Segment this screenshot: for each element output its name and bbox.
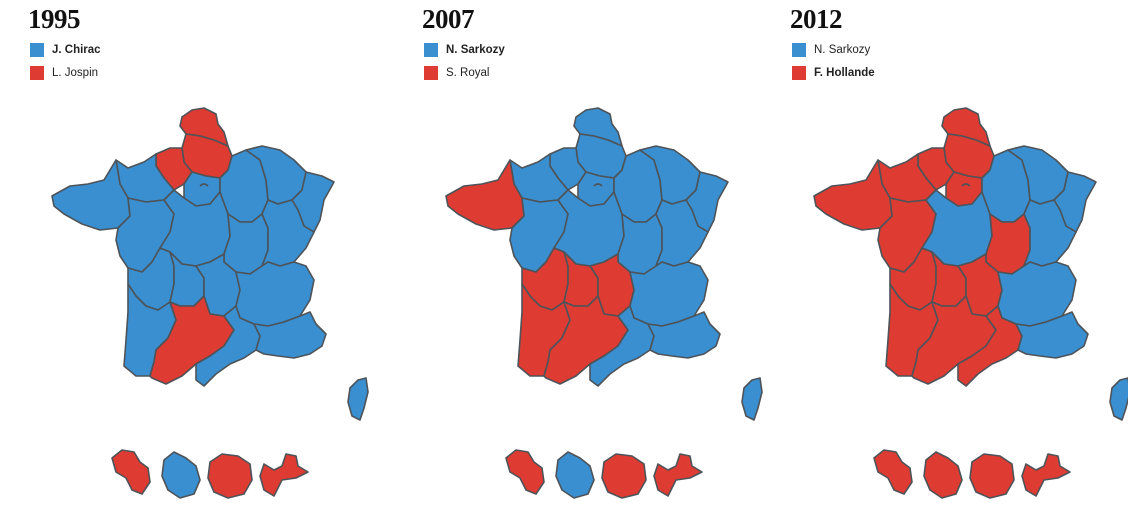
overseas-territory-4	[653, 453, 703, 497]
overseas-territory-3	[969, 453, 1015, 499]
legend-swatch	[30, 42, 44, 57]
legend-item: N. Sarkozy	[424, 38, 505, 61]
legend-item: S. Royal	[424, 61, 505, 84]
legend-swatch	[792, 65, 806, 80]
overseas-territory-3	[207, 453, 253, 499]
legend-label: N. Sarkozy	[814, 43, 871, 56]
overseas-territory-4	[1021, 453, 1071, 497]
region-bretagne	[813, 159, 893, 231]
year-title: 1995	[28, 4, 81, 34]
year-title: 2007	[422, 4, 475, 34]
overseas-territory-3	[601, 453, 647, 499]
legend: J. Chirac L. Jospin	[30, 38, 101, 84]
overseas-territory-1	[873, 449, 913, 495]
map-panel-2007: 2007 N. Sarkozy S. Royal	[418, 0, 798, 517]
region-languedoc	[957, 305, 1023, 387]
france-map	[813, 107, 1128, 499]
overseas-territory-1	[111, 449, 151, 495]
region-corse	[1109, 377, 1128, 421]
region-corse	[347, 377, 369, 421]
legend: N. Sarkozy S. Royal	[424, 38, 505, 84]
region-nord	[573, 107, 623, 147]
region-bourgogne	[223, 213, 269, 275]
map-panel-1995: 1995 J. Chirac L. Jospin	[24, 0, 404, 517]
region-paca	[1015, 311, 1089, 359]
region-bourgogne	[985, 213, 1031, 275]
legend-item: L. Jospin	[30, 61, 101, 84]
year-title: 2012	[790, 4, 843, 34]
legend: N. Sarkozy F. Hollande	[792, 38, 875, 84]
region-paca	[647, 311, 721, 359]
region-bretagne	[445, 159, 525, 231]
legend-item: J. Chirac	[30, 38, 101, 61]
map-panel-2012: 2012 N. Sarkozy F. Hollande	[786, 0, 1128, 517]
overseas-territory-2	[555, 451, 595, 499]
region-nord	[941, 107, 991, 147]
legend-label: N. Sarkozy	[446, 43, 505, 56]
legend-label: S. Royal	[446, 66, 490, 79]
france-map	[445, 107, 763, 499]
region-bourgogne	[617, 213, 663, 275]
legend-label: L. Jospin	[52, 66, 99, 79]
region-franche-comte	[1023, 199, 1077, 267]
legend-swatch	[792, 42, 806, 57]
region-corse	[741, 377, 763, 421]
region-franche-comte	[655, 199, 709, 267]
region-languedoc	[195, 305, 261, 387]
paris-marker	[961, 183, 971, 187]
paris-marker	[593, 183, 603, 187]
overseas-territory-1	[505, 449, 545, 495]
paris-marker	[199, 183, 209, 187]
legend-swatch	[424, 42, 438, 57]
overseas-territory-2	[161, 451, 201, 499]
region-languedoc	[589, 305, 655, 387]
legend-swatch	[424, 65, 438, 80]
france-map	[51, 107, 369, 499]
region-bretagne	[51, 159, 131, 231]
legend-item: F. Hollande	[792, 61, 875, 84]
region-franche-comte	[261, 199, 315, 267]
overseas-territory-4	[259, 453, 309, 497]
legend-label: J. Chirac	[52, 43, 101, 56]
overseas-territory-2	[923, 451, 963, 499]
legend-label: F. Hollande	[814, 66, 875, 79]
region-nord	[179, 107, 229, 147]
region-paca	[253, 311, 327, 359]
legend-item: N. Sarkozy	[792, 38, 875, 61]
legend-swatch	[30, 65, 44, 80]
